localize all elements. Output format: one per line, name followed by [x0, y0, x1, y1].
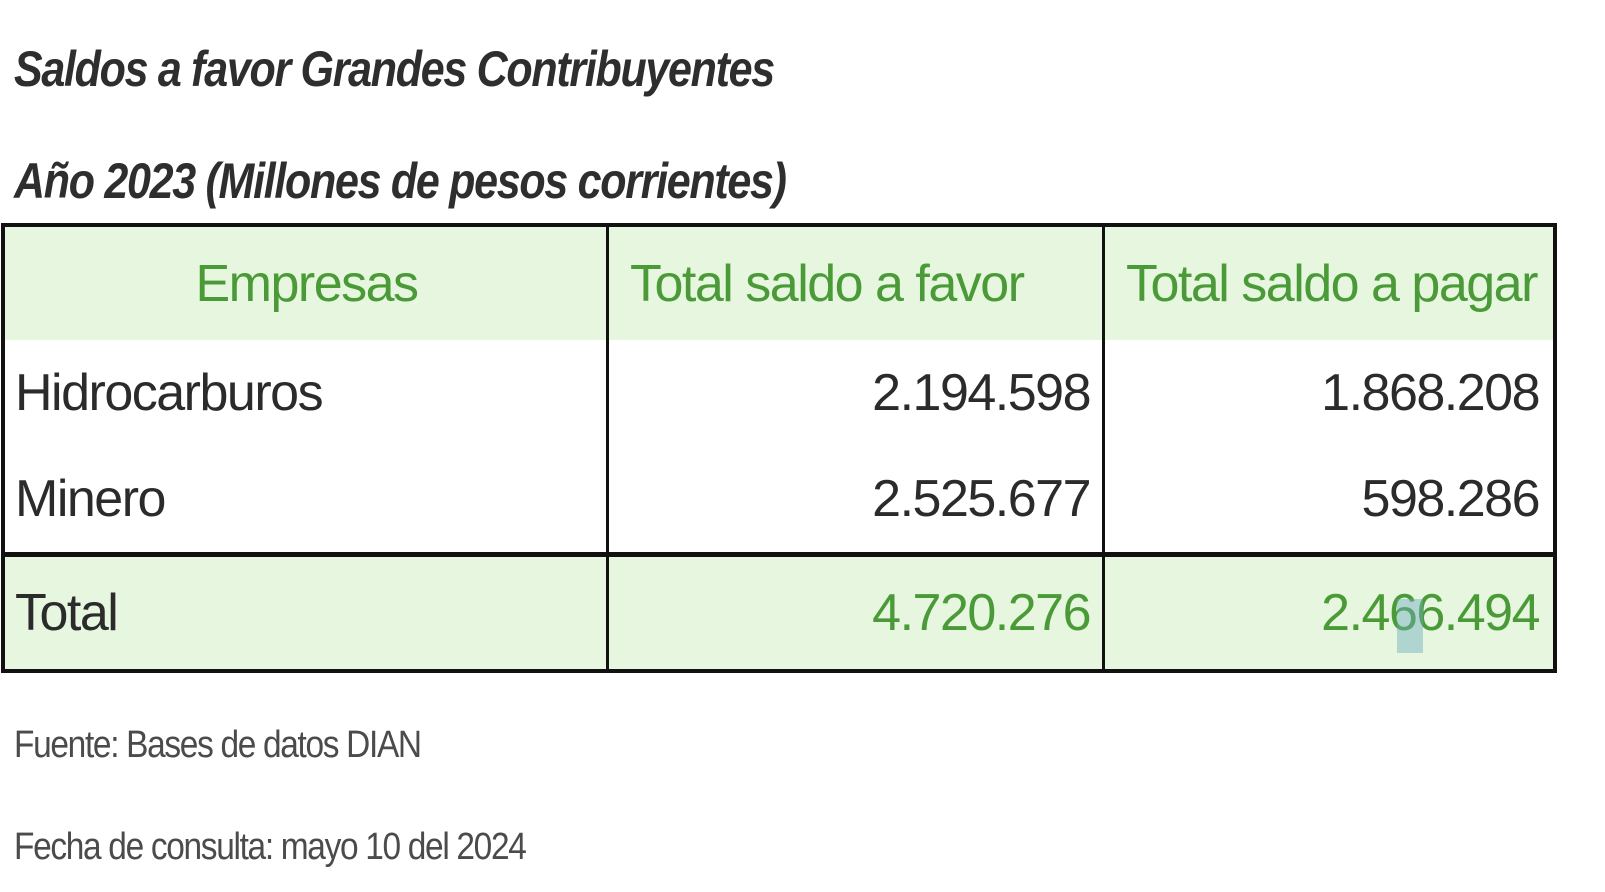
row-saldo-a-favor: 2.194.598	[872, 364, 1091, 422]
header-empresas: Empresas	[195, 254, 419, 313]
column-divider	[1102, 227, 1105, 669]
table-header-row: Empresas Total saldo a favor Total saldo…	[5, 227, 1553, 340]
total-saldo-a-favor: 4.720.276	[872, 584, 1091, 642]
source-note: Fuente: Bases de datos DIAN	[14, 724, 422, 766]
total-label: Total	[15, 584, 119, 642]
header-total-saldo-a-pagar: Total saldo a pagar	[1126, 254, 1538, 313]
row-saldo-a-favor: 2.525.677	[872, 470, 1091, 528]
table-subtitle: Año 2023 (Millones de pesos corrientes)	[14, 153, 787, 209]
balances-table: Empresas Total saldo a favor Total saldo…	[1, 223, 1557, 673]
table-row: Minero 2.525.677 598.286	[5, 446, 1553, 552]
header-total-saldo-a-favor: Total saldo a favor	[630, 254, 1025, 313]
row-label: Hidrocarburos	[15, 364, 324, 422]
column-divider	[606, 227, 609, 669]
row-label: Minero	[15, 470, 166, 528]
row-saldo-a-pagar: 598.286	[1361, 470, 1541, 528]
table-row: Hidrocarburos 2.194.598 1.868.208	[5, 340, 1553, 446]
row-saldo-a-pagar: 1.868.208	[1321, 364, 1540, 422]
table-total-row: Total 4.720.276 2.466.494	[5, 552, 1553, 669]
table-title: Saldos a favor Grandes Contribuyentes	[14, 41, 775, 97]
total-saldo-a-pagar: 2.466.494	[1321, 584, 1540, 642]
text-selection-highlight	[1397, 599, 1423, 653]
query-date-note: Fecha de consulta: mayo 10 del 2024	[14, 826, 527, 868]
